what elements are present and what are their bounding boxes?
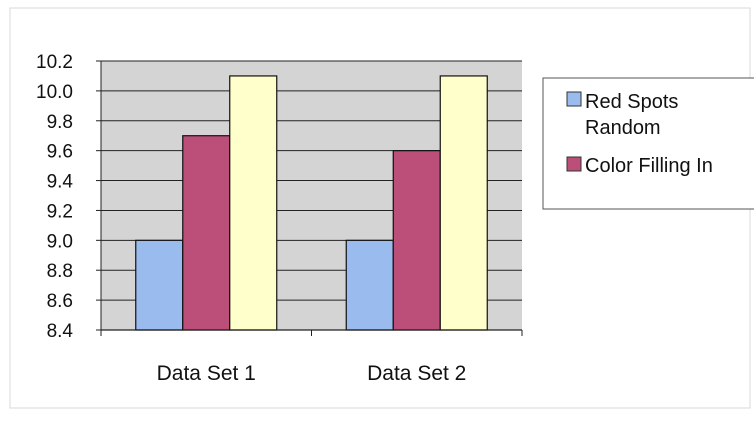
y-axis: 8.4 8.6 8.8 9.0 9.2 9.4 9.6 9.8 10.0 10.2 (36, 52, 102, 342)
y-tick-label: 10.0 (36, 82, 73, 103)
x-tick-label: Data Set 2 (367, 362, 466, 385)
bars (135, 75, 488, 331)
bar-series-3-1 (229, 75, 278, 331)
bar-series-3-2 (439, 75, 488, 331)
y-tick-label: 9.0 (47, 231, 73, 252)
bar-color-filling-in-2 (392, 150, 441, 331)
bar-red-spots-random-1 (135, 239, 184, 331)
x-tick-label: Data Set 1 (157, 362, 256, 385)
y-tick-label: 9.6 (47, 142, 73, 163)
x-axis: Data Set 1 Data Set 2 (100, 329, 523, 385)
y-tick-label: 9.2 (47, 201, 73, 222)
legend-swatch-color-filling-in (566, 156, 582, 172)
legend-label-red-spots-line2: Random (585, 117, 661, 139)
legend: Red Spots Random Color Filling In (542, 77, 754, 210)
y-tick-label: 8.8 (47, 261, 73, 282)
y-tick-label: 9.4 (47, 172, 74, 193)
legend-label-color-filling-in: Color Filling In (585, 155, 713, 177)
bar-red-spots-random-2 (345, 239, 394, 331)
y-tick-label: 9.8 (47, 112, 73, 133)
legend-label-red-spots-line1: Red Spots (585, 91, 678, 113)
y-tick-label: 8.6 (47, 291, 73, 312)
legend-swatch-red-spots-random (566, 91, 582, 107)
bar-color-filling-in-1 (182, 135, 231, 331)
y-tick-label: 10.2 (36, 52, 73, 73)
y-tick-label: 8.4 (47, 321, 74, 342)
